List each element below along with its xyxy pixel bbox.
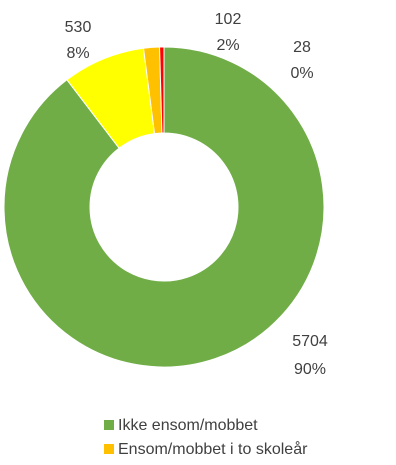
data-label-value-3: 28 xyxy=(293,39,311,56)
data-label-value-1: 530 xyxy=(65,19,92,36)
legend-entry-0: Ikke ensom/mobbet xyxy=(104,417,258,434)
data-label-value-2: 102 xyxy=(215,11,242,28)
legend-swatch-0 xyxy=(104,420,114,430)
data-label-percent-0: 90% xyxy=(294,361,326,378)
legend: Ikke ensom/mobbet Ensom/mobbet i to skole… xyxy=(104,417,308,458)
donut-slice-0 xyxy=(3,46,325,368)
data-labels: 5704 90% 530 8% 102 2% 28 0% xyxy=(65,11,328,378)
data-label-percent-3: 0% xyxy=(290,65,313,82)
legend-label-1: Ensom/mobbet i to skoleår xyxy=(118,440,308,458)
donut-slices xyxy=(3,46,325,368)
data-label-value-0: 5704 xyxy=(292,333,328,350)
donut-slice-3 xyxy=(159,46,165,134)
legend-label-0: Ikke ensom/mobbet xyxy=(118,417,258,434)
legend-entry-1: Ensom/mobbet i to skoleår xyxy=(104,440,308,458)
data-label-percent-2: 2% xyxy=(216,37,239,54)
legend-swatch-1 xyxy=(104,444,114,454)
data-label-percent-1: 8% xyxy=(66,45,89,62)
